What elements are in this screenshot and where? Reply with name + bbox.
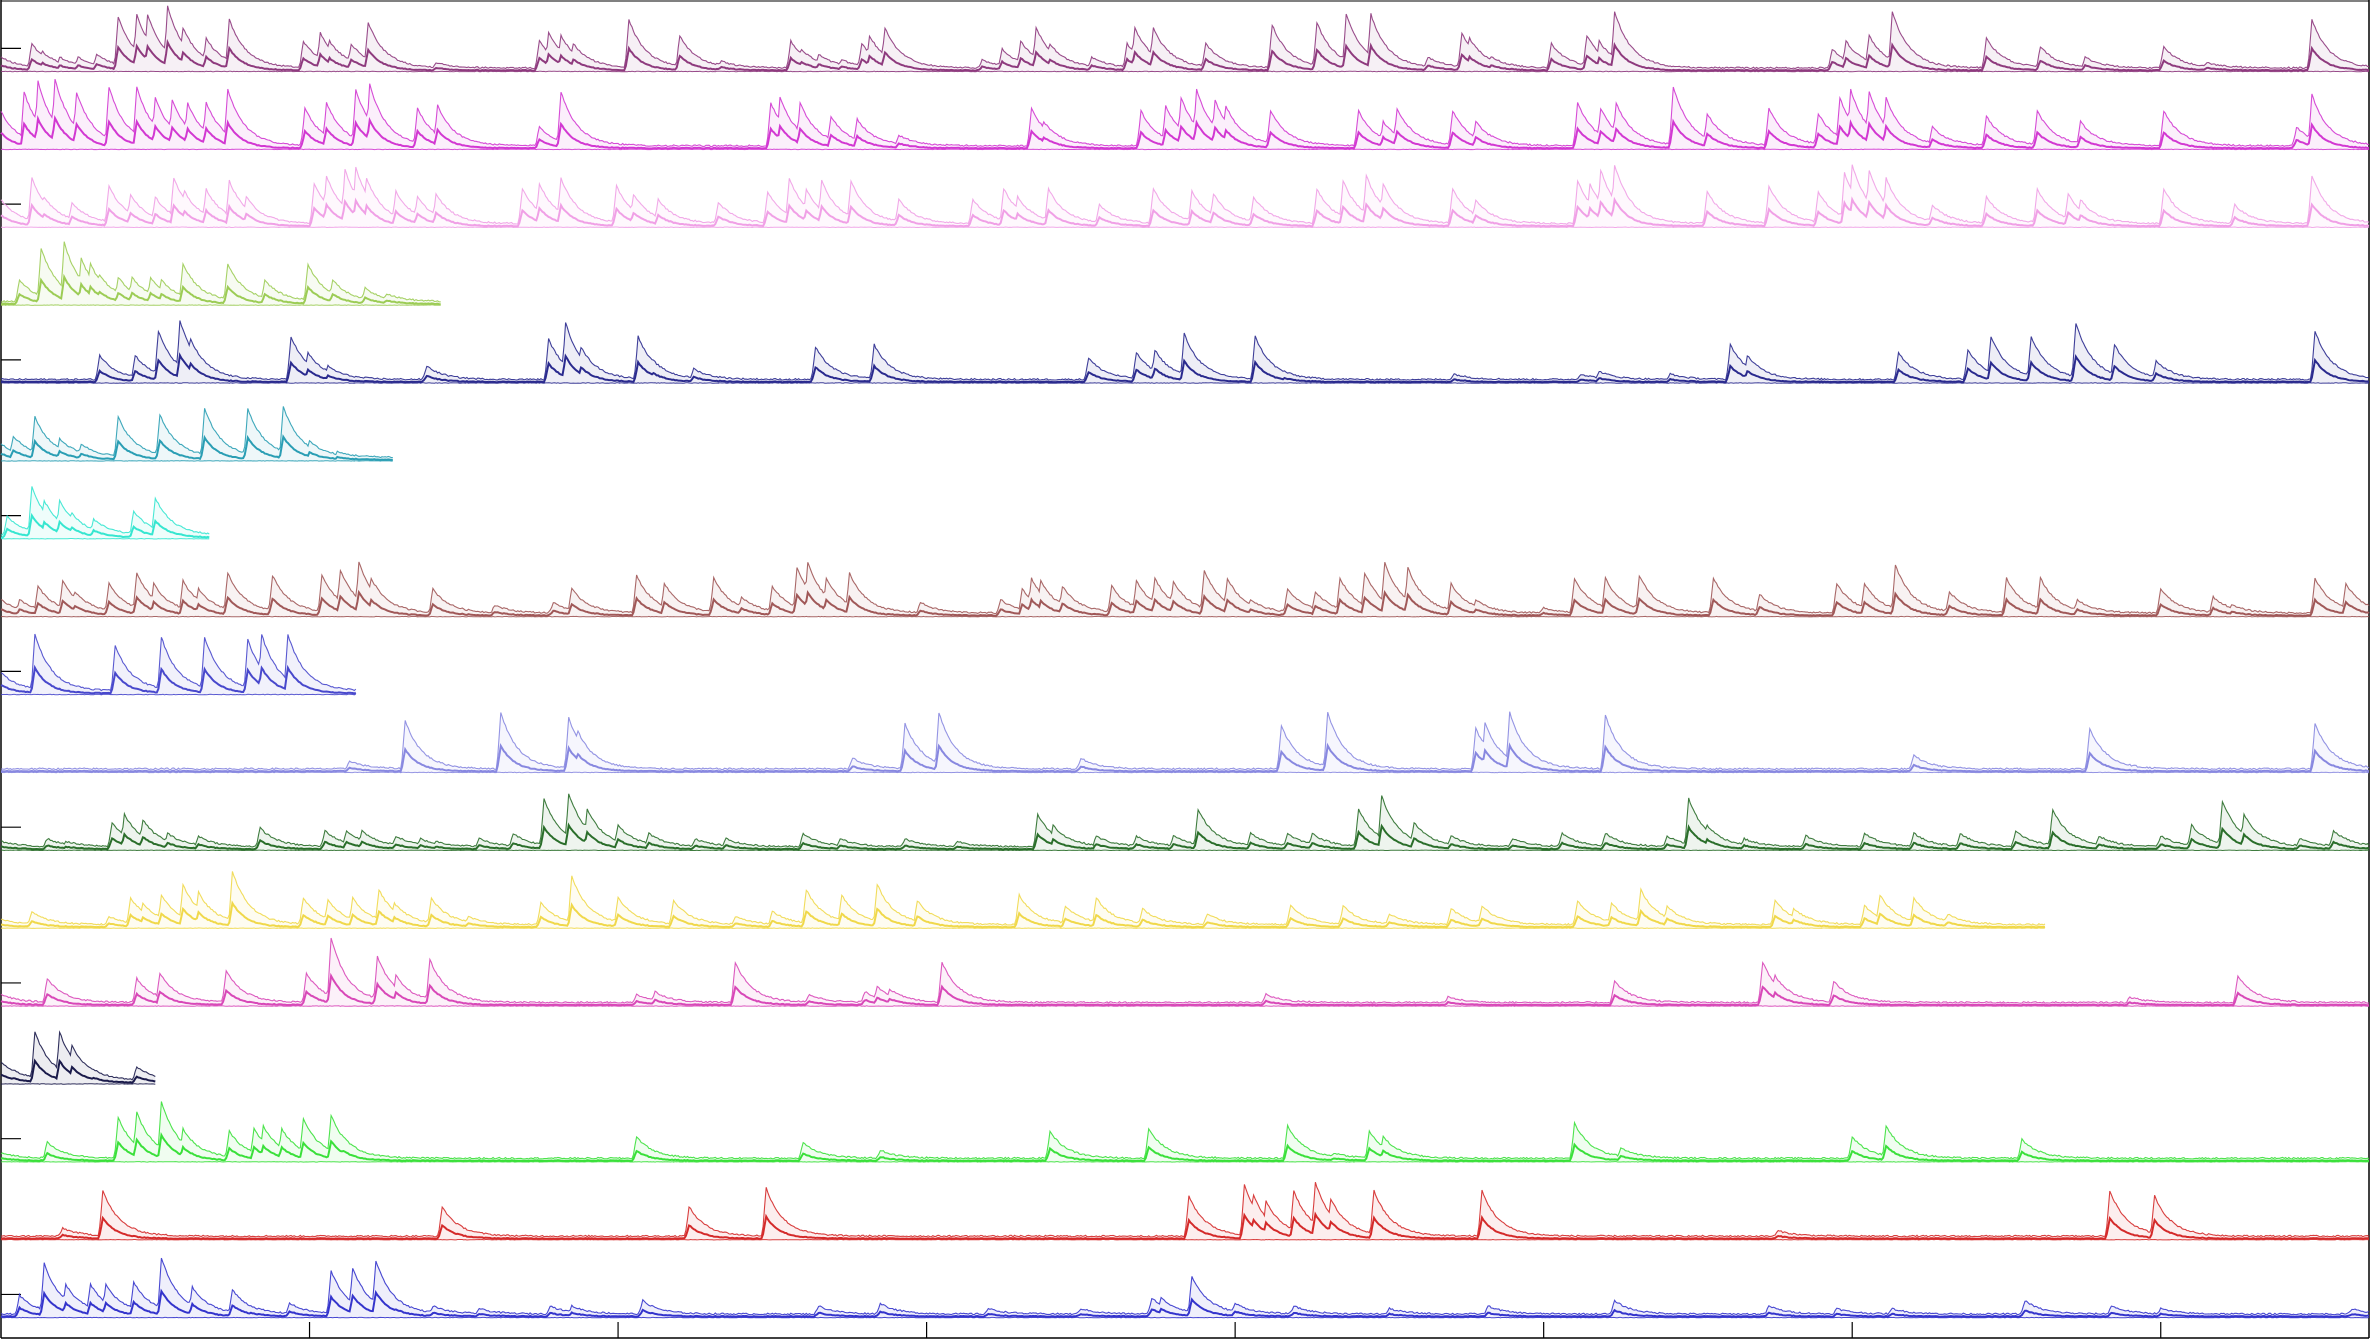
trace-band <box>1 938 2369 1007</box>
trace-lower <box>0 382 2369 384</box>
trace-upper <box>0 633 357 692</box>
trace-lower <box>0 1161 2370 1163</box>
trace-band <box>1 164 2369 228</box>
trace-row <box>0 406 393 462</box>
trace-row <box>0 871 2046 929</box>
trace-mean <box>0 1132 2370 1163</box>
trace-mean <box>0 196 2370 228</box>
trace-mean <box>0 1288 2370 1318</box>
trace-upper <box>0 937 2370 1005</box>
trace-band <box>1 793 2369 851</box>
trace-row <box>0 1030 156 1085</box>
trace-upper <box>0 871 2046 926</box>
trace-lower <box>0 615 2370 618</box>
trace-lower <box>1 771 2370 774</box>
trace-row <box>0 1257 2370 1319</box>
trace-mean <box>1 1211 2370 1241</box>
trace-upper <box>0 1101 2370 1160</box>
trace-rows <box>0 5 2370 1319</box>
trace-mean <box>0 900 2046 929</box>
trace-band <box>1 79 2369 150</box>
trace-upper <box>0 164 2370 225</box>
trace-mean <box>0 512 210 539</box>
trace-row <box>0 164 2370 229</box>
trace-lower <box>0 460 393 462</box>
trace-lower <box>0 304 441 306</box>
trace-row <box>0 486 210 540</box>
trace-upper <box>0 1030 156 1081</box>
trace-upper <box>0 793 2370 848</box>
trace-row <box>1 711 2370 774</box>
trace-upper <box>0 406 393 459</box>
trace-lower <box>0 70 2370 73</box>
trace-upper <box>0 1182 2370 1238</box>
trace-band <box>1 5 2369 72</box>
trace-band <box>1 486 210 539</box>
trace-lower <box>0 1083 156 1085</box>
trace-band <box>1 1258 2369 1318</box>
trace-upper <box>0 1257 2370 1316</box>
trace-upper <box>0 241 441 303</box>
trace-mean <box>0 589 2370 617</box>
trace-mean <box>0 352 2370 384</box>
trace-lower <box>0 693 356 696</box>
trace-band <box>1 871 2045 929</box>
trace-upper <box>0 5 2369 70</box>
trace-band <box>1 1031 156 1085</box>
trace-lower <box>1 1238 2370 1241</box>
trace-mean <box>0 972 2370 1007</box>
trace-row <box>0 1101 2370 1163</box>
trace-mean <box>0 434 393 462</box>
trace-row <box>0 320 2370 384</box>
trace-mean <box>0 38 2369 72</box>
trace-row <box>0 5 2370 73</box>
trace-band <box>1 406 393 462</box>
trace-lower <box>0 226 2370 229</box>
trace-band <box>1 711 2369 773</box>
trace-upper <box>0 561 2370 615</box>
trace-mean <box>1 742 2370 773</box>
trace-lower <box>0 537 210 540</box>
trace-lower <box>0 1005 2370 1007</box>
trace-lower <box>0 148 2370 151</box>
trace-row <box>0 1182 2370 1241</box>
trace-upper <box>0 320 2370 381</box>
trace-mean <box>0 273 441 306</box>
trace-band <box>1 561 2369 617</box>
trace-lower <box>0 927 2046 929</box>
trace-row <box>0 79 2370 151</box>
trace-mean <box>0 114 2370 150</box>
trace-row <box>0 561 2370 618</box>
trace-upper <box>1 711 2370 771</box>
trace-mean <box>0 822 2370 851</box>
trace-mean <box>0 664 357 695</box>
trace-row <box>0 633 357 696</box>
trace-upper <box>0 79 2370 148</box>
trace-band <box>1 1101 2369 1163</box>
trace-band <box>1 320 2369 384</box>
trace-mean <box>0 1058 156 1084</box>
trace-row <box>0 241 441 306</box>
trace-row <box>0 793 2370 852</box>
trace-upper <box>0 486 210 536</box>
trace-row <box>0 937 2370 1007</box>
